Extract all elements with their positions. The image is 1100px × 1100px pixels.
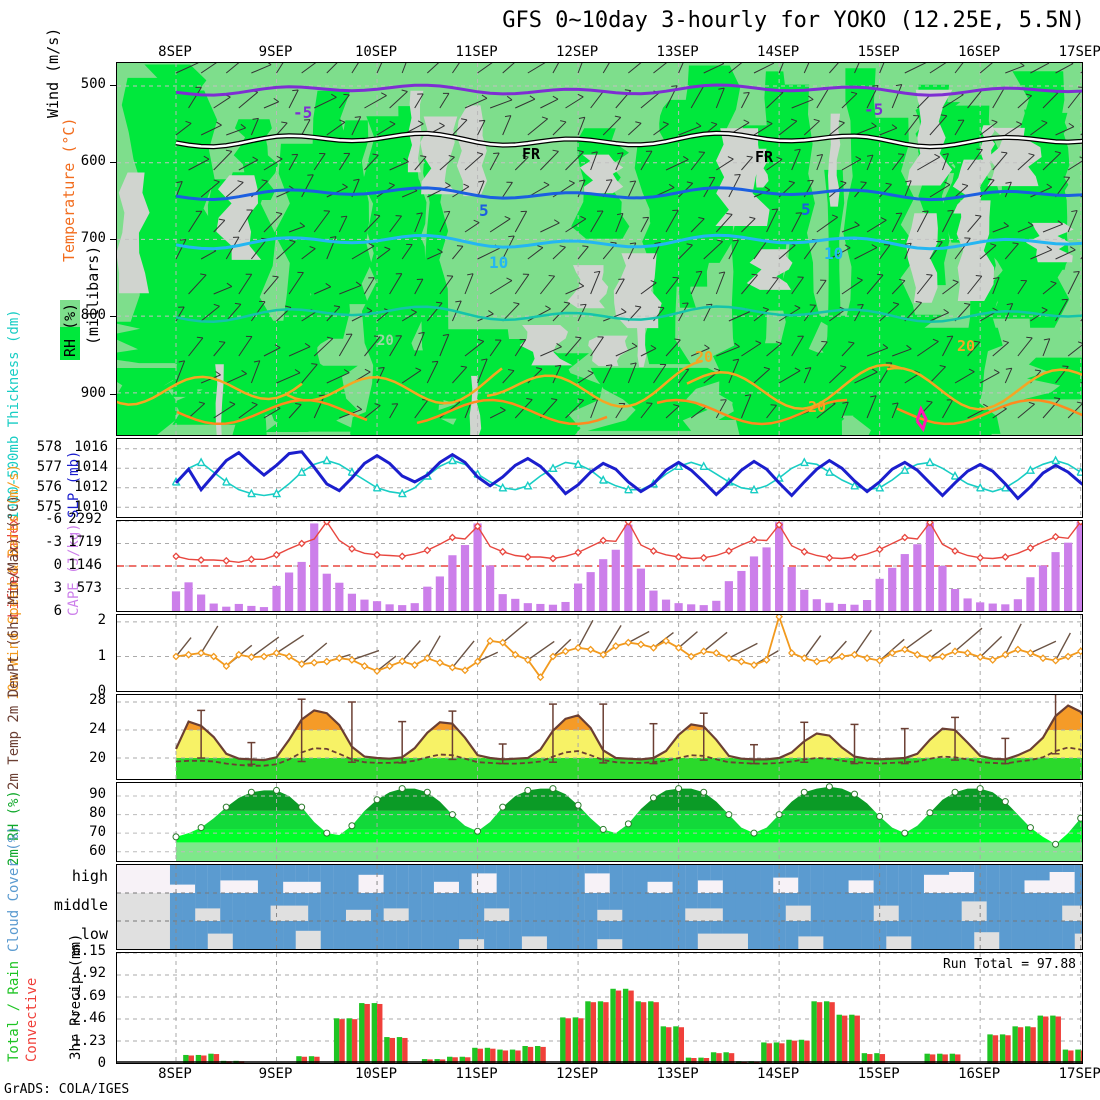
axis-title: Wind (m/s)	[44, 27, 62, 118]
page-title: GFS 0~10day 3-hourly for YOKO (12.25E, 5…	[502, 8, 1085, 33]
date-tick-label: 15SEP	[857, 1066, 900, 1082]
axis-tick-value: -6	[45, 511, 62, 527]
date-tick-label: 12SEP	[556, 1066, 599, 1082]
date-tick-label: 13SEP	[656, 1066, 699, 1082]
axis-title: Convective	[24, 977, 40, 1062]
axis-tick-value: 24	[89, 720, 106, 737]
wind10m-panel[interactable]	[116, 614, 1083, 692]
axis-tick-value: 600	[80, 153, 106, 170]
svg-text:20: 20	[957, 337, 975, 355]
axis-tick-value: 1	[97, 647, 106, 664]
axis-tick-value: 3	[53, 580, 62, 596]
axis-tick-value: 80	[89, 805, 106, 822]
axis-tick	[110, 85, 116, 87]
date-tick-label: 11SEP	[455, 44, 498, 60]
date-tick-label: 10SEP	[354, 44, 398, 60]
upper-air-panel[interactable]: -5 -5 FR FR 5 5 10 10 20 20 20 20	[116, 62, 1083, 436]
svg-text:20: 20	[695, 348, 713, 366]
date-tick-label: 13SEP	[656, 44, 699, 60]
svg-text:5: 5	[479, 201, 489, 220]
date-tick-label: 15SEP	[857, 44, 900, 60]
axis-tick-value: 1016	[74, 439, 108, 455]
axis-tick-value: 60	[89, 843, 106, 860]
date-tick-label: 16SEP	[958, 44, 1001, 60]
axis-tick-value: -3	[45, 534, 62, 550]
axis-tick	[110, 316, 116, 318]
slp-thickness-panel[interactable]	[116, 438, 1083, 518]
cloud-cover-panel[interactable]	[116, 864, 1083, 950]
axis-tick-value: 28	[89, 692, 106, 709]
svg-text:10: 10	[824, 244, 843, 263]
axis-title: 2m Temp 2m DewPt (6hr Min/Max) (°C)	[6, 494, 22, 790]
axis-title: Cloud Cover (%)	[6, 825, 22, 952]
axis-tick-value: 576	[36, 479, 62, 495]
date-tick-label: 14SEP	[757, 1066, 800, 1082]
axis-tick-value: 577	[36, 459, 62, 475]
date-tick-label: 9SEP	[258, 44, 293, 60]
axis-tick-value: 2292	[68, 511, 102, 527]
date-tick-label: 8SEP	[158, 44, 192, 60]
svg-text:-5: -5	[293, 103, 312, 122]
axis-tick-value: 900	[80, 384, 106, 401]
date-tick-label: 10SEP	[354, 1066, 398, 1082]
axis-tick-value: 70	[89, 824, 106, 841]
rh2m-panel[interactable]	[116, 782, 1083, 862]
axis-title: Total / Rain	[6, 960, 22, 1062]
svg-text:5: 5	[801, 200, 811, 219]
svg-text:-5: -5	[864, 100, 883, 119]
date-tick-label: 16SEP	[958, 1066, 1001, 1082]
axis-tick-value: 1719	[68, 534, 102, 550]
axis-tick-value: 1012	[74, 479, 108, 495]
date-tick-label: 9SEP	[258, 1066, 293, 1082]
axis-tick-value: 0	[53, 557, 62, 573]
axis-tick-value: 575	[36, 499, 62, 515]
axis-tick-value: 700	[80, 230, 106, 247]
axis-tick-value: 1.23	[72, 1032, 106, 1049]
axis-tick-value: 2	[97, 612, 106, 629]
axis-tick-value: 573	[76, 580, 102, 596]
precip-panel[interactable]: Run Total = 97.88	[116, 952, 1083, 1064]
date-tick-label: 17SEP	[1058, 1066, 1100, 1082]
svg-text:FR: FR	[522, 145, 541, 163]
run-total-label: Run Total = 97.88	[942, 957, 1076, 972]
axis-tick-value: 800	[80, 307, 106, 324]
svg-text:20: 20	[808, 398, 826, 416]
axis-tick-value: 578	[36, 439, 62, 455]
date-tick-label: 17SEP	[1058, 44, 1100, 60]
axis-tick-value: 4.92	[72, 965, 106, 982]
date-tick-label: 8SEP	[158, 1066, 192, 1082]
axis-title: (millibars)	[84, 245, 102, 345]
cloud-level-label: high	[71, 867, 108, 886]
axis-tick	[110, 162, 116, 164]
axis-tick-value: 0	[97, 683, 106, 699]
svg-text:FR: FR	[755, 148, 774, 166]
date-tick-label: 12SEP	[556, 44, 599, 60]
axis-tick-value: 6	[53, 603, 62, 619]
axis-tick-value: 6.15	[72, 943, 106, 959]
axis-tick-value: 1010	[74, 499, 108, 515]
cloud-level-label: middle	[53, 896, 108, 914]
axis-tick-value: 20	[89, 749, 106, 766]
svg-text:20: 20	[377, 333, 394, 349]
axis-tick-value: 1146	[68, 557, 102, 573]
axis-tick	[110, 239, 116, 241]
axis-tick	[110, 393, 116, 395]
date-tick-label: 11SEP	[455, 1066, 498, 1082]
axis-tick-value: 2.46	[72, 1010, 106, 1027]
date-tick-label: 14SEP	[757, 44, 800, 60]
temp2m-panel[interactable]	[116, 694, 1083, 780]
svg-text:10: 10	[489, 253, 508, 272]
axis-tick-value: 500	[80, 76, 106, 93]
axis-tick-value: 1014	[74, 459, 108, 475]
li-cape-panel[interactable]	[116, 520, 1083, 612]
cloud-level-label: low	[80, 924, 108, 943]
axis-tick-value: 0	[97, 1055, 106, 1071]
axis-tick-value: 90	[89, 786, 106, 803]
footer-credit: GrADS: COLA/IGES	[4, 1082, 130, 1097]
axis-tick-value: 3.69	[72, 987, 106, 1004]
